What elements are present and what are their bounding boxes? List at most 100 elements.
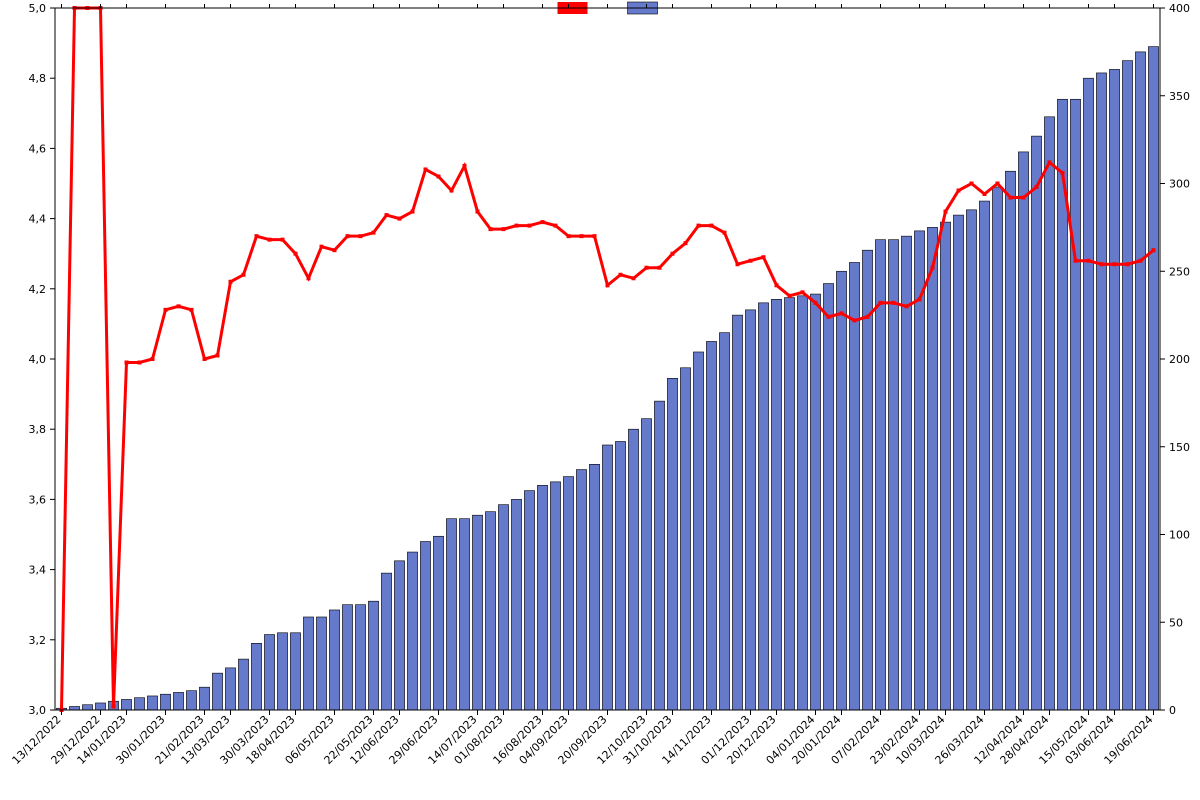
bar [628, 429, 638, 710]
bar [537, 485, 547, 710]
line-marker [606, 283, 610, 287]
line-marker [320, 245, 324, 249]
bar [1005, 171, 1015, 710]
line-marker [983, 192, 987, 196]
bar [1122, 61, 1132, 710]
bar [472, 515, 482, 710]
bar [134, 698, 144, 710]
line-marker [944, 210, 948, 214]
line-marker [346, 234, 350, 238]
line-marker [541, 220, 545, 224]
line-marker [450, 189, 454, 193]
line-marker [710, 224, 714, 228]
ytick-left-label: 3,8 [29, 423, 47, 436]
bar [511, 499, 521, 710]
bar [810, 294, 820, 710]
line-marker [840, 311, 844, 315]
ytick-right-label: 300 [1169, 178, 1190, 191]
line-marker [502, 227, 506, 231]
bar [121, 699, 131, 710]
line-marker [1152, 248, 1156, 252]
ytick-left-label: 3,6 [29, 493, 47, 506]
bar [1083, 78, 1093, 710]
line-marker [281, 238, 285, 242]
line-marker [1074, 259, 1078, 263]
line-marker [437, 174, 441, 178]
bar [459, 519, 469, 710]
bar [1135, 52, 1145, 710]
line-marker [294, 252, 298, 256]
line-marker [424, 167, 428, 171]
bar [940, 222, 950, 710]
line-marker [112, 704, 116, 708]
line-marker [957, 189, 961, 193]
line-marker [645, 266, 649, 270]
bar [745, 310, 755, 710]
bar [1070, 99, 1080, 710]
bar [1018, 152, 1028, 710]
bar [316, 617, 326, 710]
bar [199, 687, 209, 710]
line-marker [996, 182, 1000, 186]
line-marker [827, 315, 831, 319]
line-marker [268, 238, 272, 242]
line-marker [918, 297, 922, 301]
bar [485, 512, 495, 710]
bar [706, 341, 716, 710]
line-marker [619, 273, 623, 277]
bar [576, 470, 586, 710]
bar [186, 691, 196, 710]
line-marker [1061, 171, 1065, 175]
bar [95, 703, 105, 710]
bar [1109, 69, 1119, 710]
line-marker [554, 224, 558, 228]
ytick-right-label: 50 [1169, 616, 1183, 629]
bar [225, 668, 235, 710]
bar [446, 519, 456, 710]
bar [147, 696, 157, 710]
ytick-right-label: 150 [1169, 441, 1190, 454]
bar [342, 605, 352, 710]
line-marker [1035, 185, 1039, 189]
ytick-right-label: 0 [1169, 704, 1176, 717]
line-marker [411, 210, 415, 214]
line-marker [1139, 259, 1143, 263]
ytick-left-label: 4,6 [29, 142, 47, 155]
ytick-left-label: 3,4 [29, 564, 47, 577]
bar [797, 296, 807, 710]
bar [303, 617, 313, 710]
ytick-left-label: 4,0 [29, 353, 47, 366]
line-marker [216, 353, 220, 357]
bar [888, 240, 898, 710]
line-marker [398, 217, 402, 221]
bar [927, 227, 937, 710]
ytick-right-label: 200 [1169, 353, 1190, 366]
bar [498, 505, 508, 710]
chart-svg: 3,03,23,43,63,84,04,24,44,64,85,00501001… [0, 0, 1200, 800]
line-marker [632, 276, 636, 280]
bar [771, 299, 781, 710]
bar [69, 706, 79, 710]
line-marker [684, 241, 688, 245]
bar [238, 659, 248, 710]
bar [524, 491, 534, 710]
line-marker [177, 304, 181, 308]
bar [654, 401, 664, 710]
chart-container: 3,03,23,43,63,84,04,24,44,64,85,00501001… [0, 0, 1200, 800]
bars-group [56, 47, 1158, 710]
bar [602, 445, 612, 710]
line-marker [1022, 196, 1026, 200]
line-marker [1087, 259, 1091, 263]
line-marker [359, 234, 363, 238]
bar [693, 352, 703, 710]
line-marker [1048, 160, 1052, 164]
line-marker [1009, 196, 1013, 200]
ytick-left-label: 3,2 [29, 634, 47, 647]
bar [589, 464, 599, 710]
line-marker [307, 276, 311, 280]
ytick-right-label: 400 [1169, 2, 1190, 15]
bar [823, 284, 833, 710]
line-marker [164, 308, 168, 312]
bar [1044, 117, 1054, 710]
bar [1031, 136, 1041, 710]
